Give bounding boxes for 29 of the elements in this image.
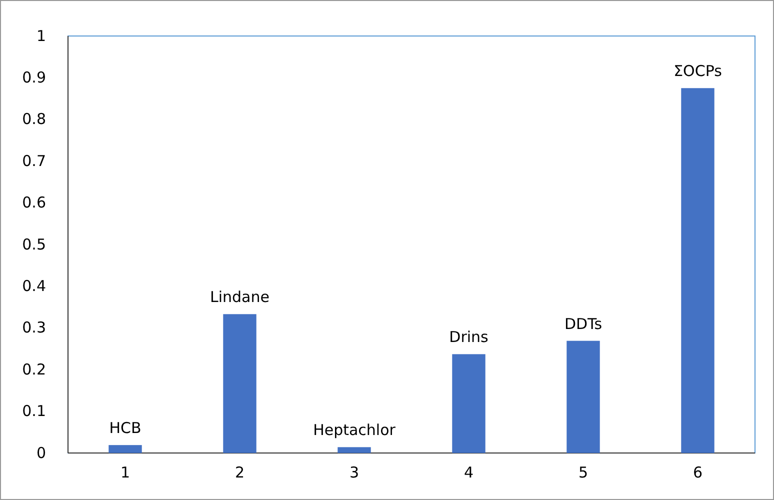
y-tick-label: 0.1	[22, 402, 46, 420]
bar	[223, 314, 256, 453]
bar	[338, 447, 371, 453]
annotation: Heptachlor	[313, 421, 396, 440]
y-tick-label: 0.2	[22, 360, 46, 378]
x-tick-label: 3	[349, 464, 360, 482]
x-tick-label: 5	[578, 464, 588, 482]
bar	[452, 354, 486, 453]
annotation: DDTs	[564, 314, 602, 333]
bar	[566, 340, 600, 453]
x-tick-label: 2	[234, 464, 245, 482]
x-tick-label: 4	[464, 464, 474, 482]
y-tick-label: 0.8	[22, 110, 46, 128]
y-tick-label: 0	[36, 444, 46, 462]
y-tick-label: 0.9	[22, 68, 46, 86]
annotation: Drins	[449, 328, 489, 346]
y-tick-label: 1	[36, 26, 46, 45]
y-tick-label: 0.5	[22, 235, 46, 254]
y-tick-label: 0.4	[22, 277, 46, 295]
x-tick-label: 1	[120, 464, 130, 482]
y-tick-label: 0.3	[22, 318, 46, 337]
annotation: ΣOCPs	[674, 62, 722, 80]
y-tick-label: 0.6	[22, 194, 46, 212]
y-tick-label: 0.7	[22, 152, 46, 170]
x-tick-label: 6	[692, 464, 703, 482]
bar	[108, 445, 142, 453]
bar	[681, 88, 714, 453]
annotation: HCB	[109, 419, 142, 438]
annotation: Lindane	[210, 288, 270, 306]
